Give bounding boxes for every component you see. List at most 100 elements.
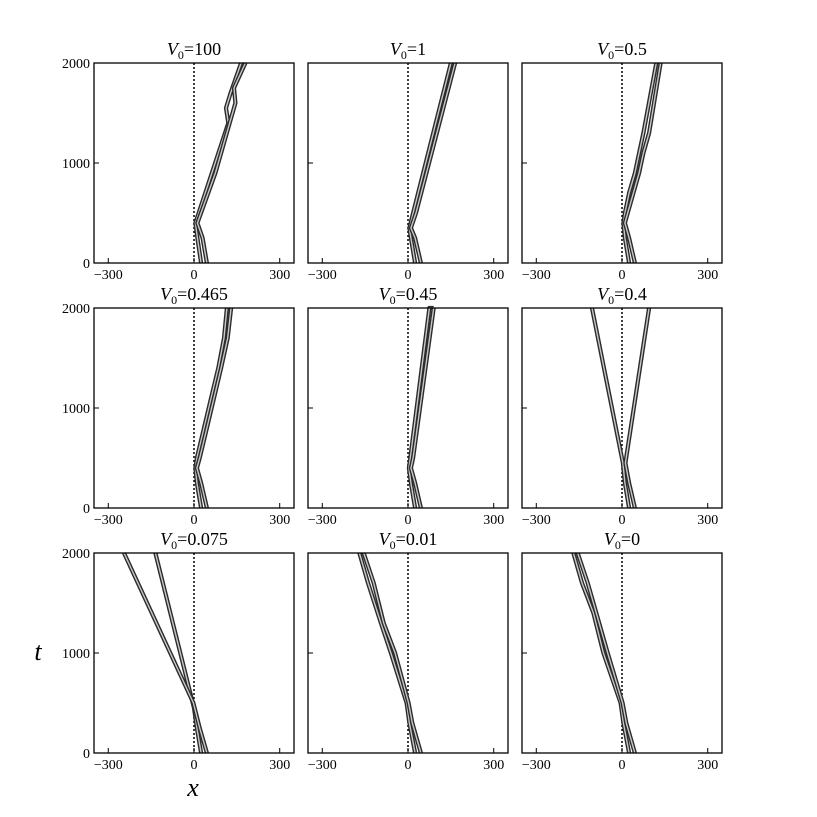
panel-3: V0=0.5−300 0 300 [521, 39, 723, 283]
trajectory-2 [408, 62, 458, 264]
panel-title: V0=0.4 [597, 284, 647, 307]
panel-title-value: =0.075 [177, 529, 228, 549]
y-tick-label: 0 [83, 747, 90, 762]
y-tick-label: 1000 [62, 647, 90, 662]
panel-title-sub: 0 [608, 48, 614, 62]
panel-title-var: V [379, 529, 392, 549]
x-tick-label: 300 [483, 513, 504, 528]
panel-6: V0=0.4−300 0 300 [521, 284, 723, 528]
panel-title-value: =0 [621, 529, 640, 549]
x-tick-label: 300 [483, 268, 504, 283]
x-tick-label: −300 [522, 513, 551, 528]
trajectory-2-core [196, 62, 247, 264]
panel-title: V0=0.465 [160, 284, 228, 307]
trajectory-1-core [572, 552, 630, 754]
panel-title-value: =0.4 [614, 284, 647, 304]
trajectory-1-core [591, 307, 630, 509]
panel-title-value: =1 [407, 39, 426, 59]
y-tick-label: 1000 [62, 402, 90, 417]
x-tick-label: 300 [697, 758, 718, 773]
panel-title-sub: 0 [615, 538, 621, 552]
x-tick-label: −300 [522, 758, 551, 773]
y-axis-label: t [34, 637, 42, 666]
x-tick-label: 0 [191, 268, 198, 283]
x-tick-label: −300 [308, 758, 337, 773]
trajectory-2-core [410, 62, 456, 264]
panel-title-var: V [167, 39, 180, 59]
trajectory-1-core [194, 307, 228, 509]
panel-title: V0=1 [390, 39, 426, 62]
x-tick-label: 300 [483, 758, 504, 773]
panel-title: V0=0.075 [160, 529, 228, 552]
trajectory-2-core [363, 552, 422, 754]
x-tick-label: 0 [405, 513, 412, 528]
panel-title-value: =0.45 [396, 284, 438, 304]
panel-title-value: =100 [184, 39, 221, 59]
trajectory-1-core [622, 62, 657, 264]
panel-title-var: V [597, 284, 610, 304]
panel-title-sub: 0 [178, 48, 184, 62]
panel-title-var: V [604, 529, 617, 549]
x-tick-label: −300 [522, 268, 551, 283]
x-tick-label: 0 [619, 513, 626, 528]
y-tick-label: 1000 [62, 157, 90, 172]
x-tick-label: 0 [619, 758, 626, 773]
x-tick-label: 300 [269, 758, 290, 773]
x-tick-label: 0 [191, 513, 198, 528]
trajectory-2-core [577, 552, 636, 754]
panel-title-sub: 0 [608, 293, 614, 307]
x-axis-label: x [186, 773, 199, 802]
x-tick-label: 300 [269, 513, 290, 528]
panel-title-var: V [379, 284, 392, 304]
trajectory-2 [195, 62, 248, 264]
panel-title-sub: 0 [401, 48, 407, 62]
x-tick-label: 300 [269, 268, 290, 283]
panel-title-sub: 0 [171, 293, 177, 307]
x-tick-label: −300 [308, 513, 337, 528]
x-tick-label: 0 [405, 758, 412, 773]
y-tick-label: 2000 [62, 302, 90, 317]
panel-title: V0=0 [604, 529, 640, 552]
panel-title-sub: 0 [171, 538, 177, 552]
panel-title-value: =0.465 [177, 284, 228, 304]
trajectory-2-core [624, 307, 650, 509]
trajectory-2 [194, 307, 234, 509]
trajectory-2-core [123, 552, 208, 754]
panel-title-var: V [597, 39, 610, 59]
panel-5: V0=0.45−300 0 300 [307, 284, 509, 528]
panel-8: V0=0.01−300 0 300 [307, 529, 509, 773]
y-tick-label: 2000 [62, 57, 90, 72]
panel-title-value: =0.01 [396, 529, 438, 549]
x-tick-label: −300 [94, 758, 123, 773]
x-tick-label: 0 [191, 758, 198, 773]
panel-title-value: =0.5 [614, 39, 647, 59]
y-tick-label: 2000 [62, 547, 90, 562]
panel-title: V0=100 [167, 39, 221, 62]
x-tick-label: 0 [405, 268, 412, 283]
trajectory-2-core [410, 307, 435, 509]
panel-title: V0=0.01 [379, 529, 438, 552]
trajectory-2-core [624, 62, 662, 264]
panel-title-var: V [160, 284, 173, 304]
x-tick-label: 300 [697, 268, 718, 283]
x-tick-label: −300 [94, 268, 123, 283]
x-tick-label: 0 [619, 268, 626, 283]
panel-title-sub: 0 [390, 538, 396, 552]
x-tick-label: −300 [94, 513, 123, 528]
panel-title-var: V [160, 529, 173, 549]
panel-title-sub: 0 [390, 293, 396, 307]
panel-title-var: V [390, 39, 403, 59]
trajectory-2 [623, 307, 652, 509]
x-tick-label: −300 [308, 268, 337, 283]
x-tick-label: 300 [697, 513, 718, 528]
y-tick-label: 0 [83, 257, 90, 272]
panel-4: V0=0.465 −300 0 300 0 1000 2000 [62, 284, 295, 528]
panel-2: V0=1−300 0 300 [307, 39, 509, 283]
panel-title: V0=0.45 [379, 284, 438, 307]
trajectory-2-core [196, 307, 232, 509]
panel-9: V0=0−300 0 300 [521, 529, 723, 773]
panel-title: V0=0.5 [597, 39, 647, 62]
